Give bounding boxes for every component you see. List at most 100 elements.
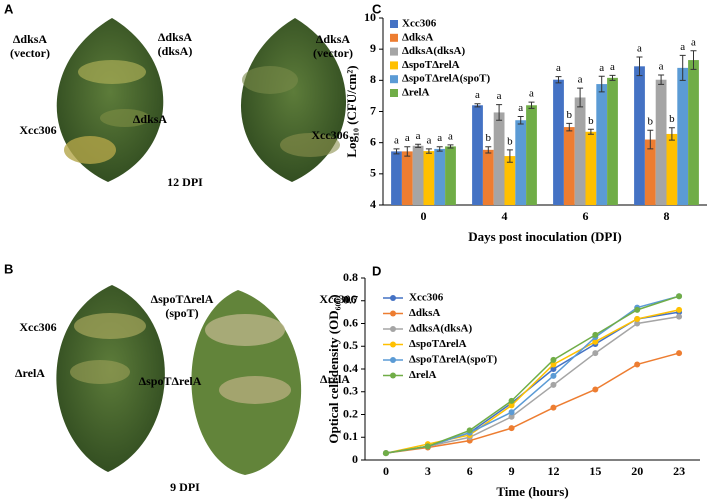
bar: [553, 79, 564, 205]
legend-label: ΔdksA: [402, 31, 433, 43]
marker: [550, 372, 557, 379]
significance-letter: a: [518, 102, 523, 114]
leaf-label: ΔrelA: [15, 366, 45, 380]
marker: [550, 356, 557, 363]
marker: [592, 338, 599, 345]
leaf-label: Xcc306: [319, 292, 356, 306]
error-bar: [506, 149, 513, 163]
leaf-label: Xcc306: [19, 123, 56, 137]
marker: [676, 306, 683, 313]
leaf-label: (spoT): [165, 306, 198, 320]
legend-label: ΔspoTΔrelA: [402, 59, 460, 71]
significance-letter: a: [529, 88, 534, 100]
leaf-label: Xcc306: [19, 320, 56, 334]
error-bar: [598, 75, 605, 93]
line: [385, 295, 680, 454]
y-tick-label: 0.6: [343, 315, 358, 329]
marker: [466, 427, 473, 434]
marker: [508, 397, 515, 404]
significance-letter: b: [567, 109, 573, 121]
bar: [493, 112, 505, 205]
error-bar: [393, 148, 400, 155]
significance-letter: b: [669, 113, 675, 125]
x-axis-title: Time (hours): [496, 484, 568, 499]
bar: [504, 156, 516, 205]
legend-swatch: [390, 33, 398, 42]
legend-swatch: [390, 61, 398, 70]
leaf-label: ΔspoTΔrelA: [151, 292, 214, 306]
marker: [634, 320, 641, 327]
panel-letter: D: [372, 263, 381, 278]
bar: [412, 145, 424, 205]
marker: [508, 425, 515, 432]
error-bar: [679, 54, 686, 81]
x-tick-label: 0: [383, 464, 389, 478]
marker: [508, 402, 515, 409]
error-bar: [609, 74, 616, 81]
y-tick-label: 6: [370, 134, 376, 148]
marker: [676, 350, 683, 357]
significance-letter: a: [394, 134, 399, 146]
legend-marker: [390, 341, 396, 348]
legend-marker: [390, 295, 396, 301]
error-bar: [496, 104, 503, 121]
marker: [550, 381, 557, 388]
line: [385, 309, 680, 454]
error-bar: [636, 56, 643, 77]
error-bar: [425, 148, 432, 154]
leaf-label: (dksA): [158, 44, 193, 58]
legend-label: ΔspoTΔrelA(spoT): [409, 354, 497, 366]
significance-letter: a: [578, 74, 583, 86]
bar: [445, 146, 456, 205]
bar: [655, 79, 667, 205]
significance-letter: a: [599, 62, 604, 74]
y-tick-label: 4: [370, 197, 376, 211]
significance-letter: b: [486, 132, 492, 144]
y-tick-label: 0.7: [343, 293, 358, 307]
legend-label: ΔrelA: [402, 87, 430, 99]
leaf-label: ΔdksA: [13, 32, 48, 46]
leaf-photo-a: [56, 18, 347, 182]
bar: [563, 127, 575, 205]
marker: [634, 361, 641, 368]
legend-label: ΔdksA(dksA): [409, 323, 472, 335]
marker: [592, 331, 599, 338]
x-tick-label: 0: [421, 209, 427, 223]
marker: [634, 306, 641, 313]
marker: [550, 366, 557, 372]
bar: [666, 133, 678, 205]
legend-label: ΔdksA(dksA): [402, 45, 465, 57]
error-bar: [436, 146, 443, 152]
error-bar: [415, 143, 422, 148]
y-tick-label: 7: [370, 103, 376, 117]
error-bar: [485, 146, 492, 154]
legend-swatch: [390, 75, 398, 84]
y-tick-label: 0.4: [343, 361, 358, 375]
error-bar: [474, 103, 481, 108]
error-bar: [404, 146, 411, 157]
marker: [382, 450, 389, 457]
significance-letter: a: [437, 132, 442, 144]
bar: [526, 105, 537, 205]
x-tick-label: 6: [467, 464, 473, 478]
marker: [676, 313, 683, 320]
error-bar: [690, 50, 697, 70]
significance-letter: a: [416, 130, 421, 142]
legend-label: ΔspoTΔrelA(spoT): [402, 73, 490, 85]
y-tick-label: 0.1: [343, 429, 358, 443]
legend-marker: [390, 326, 396, 332]
y-axis-title: Optical cell density (OD₆₀₀): [326, 294, 341, 443]
legend-swatch: [390, 89, 398, 97]
significance-letter: a: [680, 41, 685, 53]
marker: [550, 404, 557, 411]
y-tick-label: 8: [370, 72, 376, 86]
bar: [515, 120, 527, 205]
leaf-label: (vector): [313, 46, 353, 60]
bar: [574, 97, 586, 205]
leaf-label: ΔdksA: [133, 112, 168, 126]
significance-letter: a: [691, 36, 696, 48]
charts: 4 5 6 7 8 9 10 Days post inoculation (DPI) Log₁₀…: [326, 10, 707, 499]
significance-letter: a: [448, 130, 453, 142]
significance-letter: a: [426, 134, 431, 146]
